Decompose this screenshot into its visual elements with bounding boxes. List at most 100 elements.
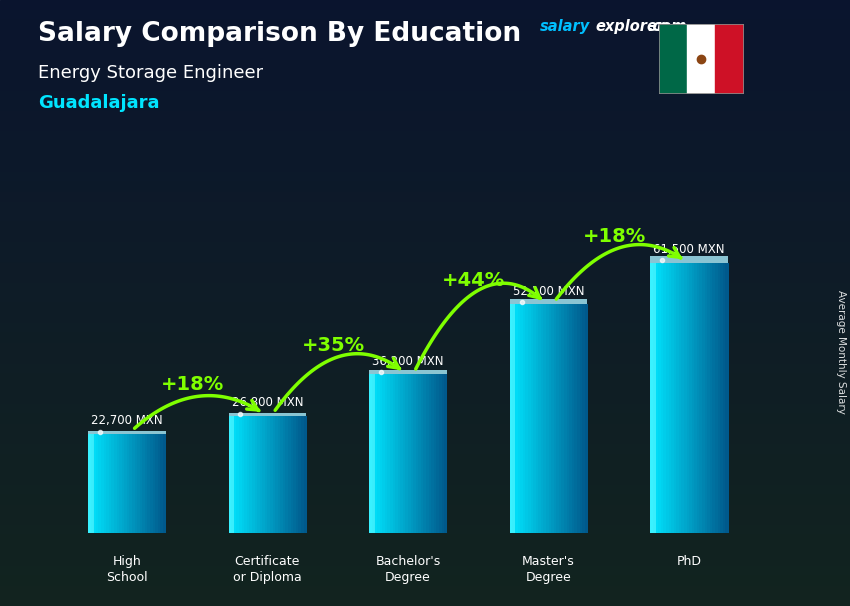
Bar	[411, 375, 414, 533]
Bar	[660, 263, 664, 533]
Bar	[298, 416, 302, 533]
Bar	[0, 20, 850, 30]
Bar	[0, 253, 850, 262]
Bar	[132, 433, 135, 533]
Bar	[663, 263, 666, 533]
Bar	[650, 263, 656, 533]
Bar	[88, 431, 166, 433]
Bar	[426, 375, 429, 533]
Bar	[439, 375, 442, 533]
Bar	[707, 263, 711, 533]
Bar	[416, 375, 419, 533]
Bar	[260, 416, 263, 533]
Bar	[575, 304, 578, 533]
Bar	[543, 304, 547, 533]
Bar	[380, 375, 383, 533]
Bar	[523, 304, 526, 533]
Bar	[530, 304, 534, 533]
Bar	[139, 433, 143, 533]
Bar	[0, 212, 850, 222]
Bar	[0, 586, 850, 596]
Bar	[0, 313, 850, 323]
Bar	[0, 303, 850, 313]
Bar	[268, 416, 270, 533]
Bar	[564, 304, 567, 533]
Bar	[116, 433, 120, 533]
Bar	[556, 304, 559, 533]
Bar	[234, 416, 237, 533]
Bar	[510, 304, 515, 533]
Bar	[722, 263, 726, 533]
Bar	[716, 24, 744, 94]
Bar	[91, 433, 94, 533]
Bar	[372, 375, 375, 533]
Bar	[229, 416, 235, 533]
Bar	[254, 416, 258, 533]
Bar	[94, 433, 97, 533]
Bar	[393, 375, 396, 533]
Bar	[582, 304, 586, 533]
Bar	[244, 416, 247, 533]
Bar	[548, 304, 552, 533]
Bar	[0, 50, 850, 61]
Bar	[585, 304, 588, 533]
Bar	[88, 433, 94, 533]
Bar	[710, 263, 713, 533]
Bar	[525, 304, 529, 533]
Bar	[679, 263, 683, 533]
Bar	[546, 304, 549, 533]
Bar	[134, 433, 138, 533]
Text: 22,700 MXN: 22,700 MXN	[91, 414, 162, 427]
Bar	[0, 171, 850, 182]
Bar	[655, 263, 659, 533]
Bar	[553, 304, 557, 533]
Bar	[536, 304, 539, 533]
Bar	[388, 375, 391, 533]
Bar	[231, 416, 235, 533]
Bar	[403, 375, 406, 533]
Bar	[122, 433, 125, 533]
Bar	[390, 375, 394, 533]
Bar	[0, 141, 850, 152]
Text: Bachelor's
Degree: Bachelor's Degree	[376, 555, 440, 584]
Bar	[257, 416, 260, 533]
Bar	[528, 304, 531, 533]
Bar	[510, 304, 513, 533]
Bar	[161, 433, 164, 533]
Bar	[694, 263, 698, 533]
Bar	[712, 263, 716, 533]
Bar	[127, 433, 130, 533]
Text: Guadalajara: Guadalajara	[38, 94, 160, 112]
Bar	[650, 263, 654, 533]
Bar	[101, 433, 105, 533]
Bar	[677, 263, 679, 533]
Bar	[687, 263, 690, 533]
Bar	[0, 242, 850, 253]
Text: Energy Storage Engineer: Energy Storage Engineer	[38, 64, 264, 82]
Bar	[119, 433, 122, 533]
Bar	[236, 416, 240, 533]
Bar	[0, 576, 850, 586]
Bar	[513, 304, 516, 533]
Bar	[370, 375, 372, 533]
Bar	[0, 474, 850, 485]
Bar	[106, 433, 110, 533]
Bar	[288, 416, 292, 533]
Bar	[111, 433, 115, 533]
Bar	[0, 121, 850, 132]
Bar	[99, 433, 102, 533]
Bar	[293, 416, 297, 533]
Bar	[370, 370, 446, 375]
Bar	[559, 304, 562, 533]
Bar	[0, 333, 850, 344]
Text: High
School: High School	[106, 555, 148, 584]
Bar	[286, 416, 289, 533]
Bar	[0, 101, 850, 111]
Bar	[444, 375, 447, 533]
Bar	[666, 263, 669, 533]
Text: +44%: +44%	[442, 270, 506, 290]
Bar	[510, 299, 587, 304]
Bar	[0, 424, 850, 435]
Bar	[570, 304, 573, 533]
Bar	[0, 596, 850, 606]
